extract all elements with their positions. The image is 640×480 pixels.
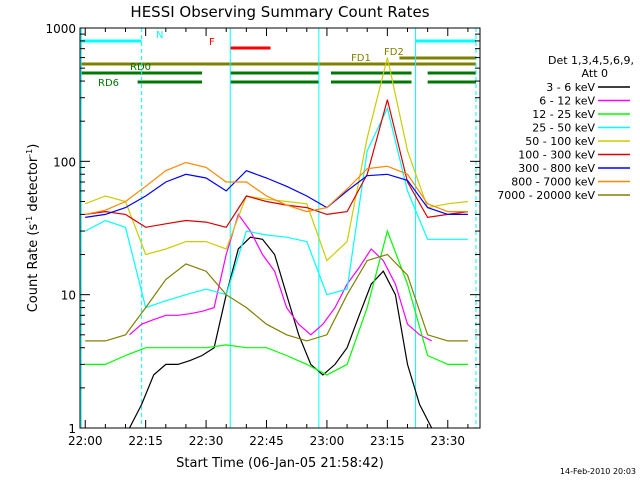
- legend-label-1: 6 - 12 keV: [539, 95, 595, 108]
- legend-label-2: 12 - 25 keV: [532, 108, 595, 121]
- series-line-6: [85, 170, 468, 218]
- y-tick-label-1: 10: [61, 289, 76, 303]
- series-line-1: [129, 213, 432, 342]
- x-tick-label-3: 22:45: [249, 434, 284, 448]
- axis-ticks: [80, 27, 480, 429]
- x-tick-labels: 22:00 22:15 22:30 22:45 23:00 23:15 23:30: [68, 434, 465, 448]
- x-tick-label-1: 22:15: [128, 434, 163, 448]
- series-line-7: [85, 161, 468, 215]
- legend-label-0: 3 - 6 keV: [546, 81, 595, 94]
- legend-label-6: 300 - 800 keV: [518, 162, 595, 175]
- chart-title: HESSI Observing Summary Count Rates: [130, 3, 429, 21]
- x-tick-label-2: 22:30: [189, 434, 224, 448]
- y-axis-label: Count Rate (s-1 detector-1): [25, 144, 41, 313]
- legend-header-1: Det 1,3,4,5,6,9,: [548, 54, 634, 67]
- legend-label-7: 800 - 7000 keV: [511, 176, 595, 189]
- x-tick-label-0: 22:00: [68, 434, 103, 448]
- y-tick-labels: 1 10 100 1000: [45, 22, 76, 436]
- y-tick-label-0: 1: [68, 422, 76, 436]
- flag-label-RD6: RD6: [98, 78, 119, 89]
- legend-header-2: Att 0: [582, 67, 608, 80]
- series-line-3: [84, 106, 468, 309]
- series-line-8: [85, 253, 468, 342]
- footer-date: 14-Feb-2010 20:03: [560, 467, 636, 476]
- x-tick-label-6: 23:30: [430, 434, 465, 448]
- legend-label-8: 7000 - 20000 keV: [497, 189, 595, 202]
- x-axis-label: Start Time (06-Jan-05 21:58:42): [176, 456, 384, 471]
- legend-label-3: 25 - 50 keV: [532, 122, 595, 135]
- vertical-markers: [80, 28, 477, 428]
- flag-label-FD1: FD1: [351, 53, 371, 64]
- plot-frame: [79, 27, 481, 429]
- y-tick-label-3: 1000: [45, 22, 76, 36]
- series-line-0: [128, 236, 433, 429]
- flag-label-FD2: FD2: [384, 47, 404, 58]
- flag-label-F: F: [209, 37, 215, 48]
- x-tick-label-5: 23:15: [370, 434, 405, 448]
- flag-label-N: N: [156, 30, 163, 41]
- legend-label-4: 50 - 100 keV: [525, 135, 595, 148]
- series-line-5: [85, 99, 468, 228]
- series-group: [84, 57, 468, 429]
- series-line-2: [85, 229, 468, 376]
- flag-label-RD0: RD0: [130, 62, 151, 73]
- y-tick-label-2: 100: [53, 155, 76, 169]
- legend-label-5: 100 - 300 keV: [518, 149, 595, 162]
- x-tick-label-4: 23:00: [310, 434, 345, 448]
